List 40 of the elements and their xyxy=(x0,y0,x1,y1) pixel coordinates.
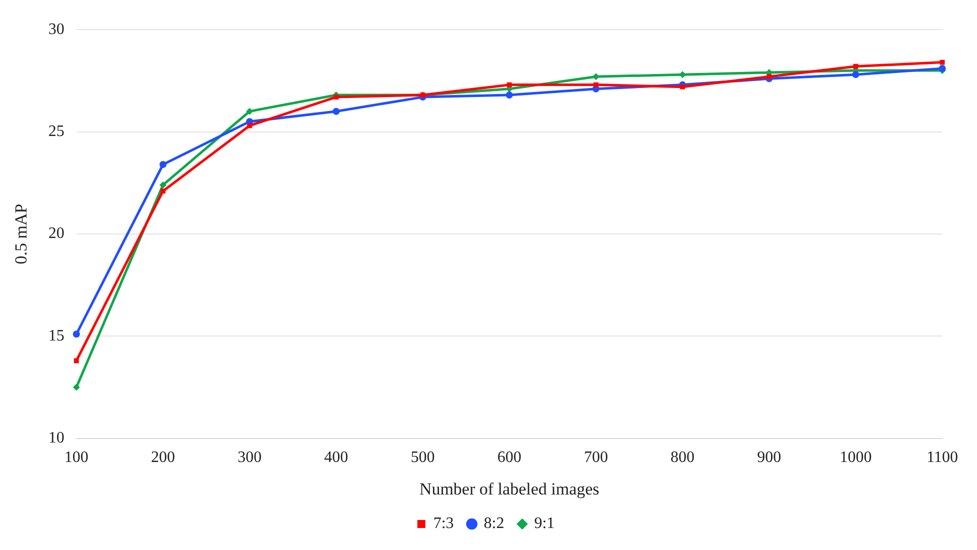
x-tick-label: 1000 xyxy=(840,449,872,466)
x-tick-label: 600 xyxy=(497,449,522,466)
point xyxy=(160,188,166,194)
x-tick-label: 400 xyxy=(324,449,348,466)
point xyxy=(159,161,166,168)
point xyxy=(766,74,772,80)
point xyxy=(680,84,686,90)
point xyxy=(852,71,860,78)
point xyxy=(592,73,600,80)
x-tick-label: 300 xyxy=(238,449,262,466)
point xyxy=(246,108,254,115)
point xyxy=(74,358,79,364)
point xyxy=(159,181,166,188)
x-tick-label: 500 xyxy=(410,449,435,466)
x-tick-label: 1100 xyxy=(926,449,958,466)
point xyxy=(247,123,252,128)
x-tick-label: 800 xyxy=(670,449,695,466)
legend-label: 7:3 xyxy=(433,515,454,532)
point xyxy=(332,108,340,115)
y-tick-label: 10 xyxy=(48,430,64,447)
point xyxy=(506,82,512,88)
point xyxy=(334,94,339,100)
point xyxy=(506,92,513,99)
legend-label: 8:2 xyxy=(484,515,504,532)
point xyxy=(593,82,598,88)
y-tick-label: 20 xyxy=(48,225,64,242)
x-axis-title: Number of labeled images xyxy=(419,479,600,498)
x-tick-label: 900 xyxy=(757,449,782,466)
y-tick-label: 30 xyxy=(48,20,64,38)
point xyxy=(940,60,945,65)
y-tick-label: 25 xyxy=(48,123,64,140)
point xyxy=(72,330,80,338)
point xyxy=(72,384,80,391)
legend-label: 9:1 xyxy=(534,515,555,532)
x-tick-label: 100 xyxy=(64,449,88,466)
y-tick-label: 15 xyxy=(48,327,64,344)
y-axis-title: 0.5 mAP xyxy=(12,204,31,264)
x-tick-label: 700 xyxy=(584,449,608,466)
x-tick-label: 200 xyxy=(150,449,175,466)
point xyxy=(853,64,858,69)
